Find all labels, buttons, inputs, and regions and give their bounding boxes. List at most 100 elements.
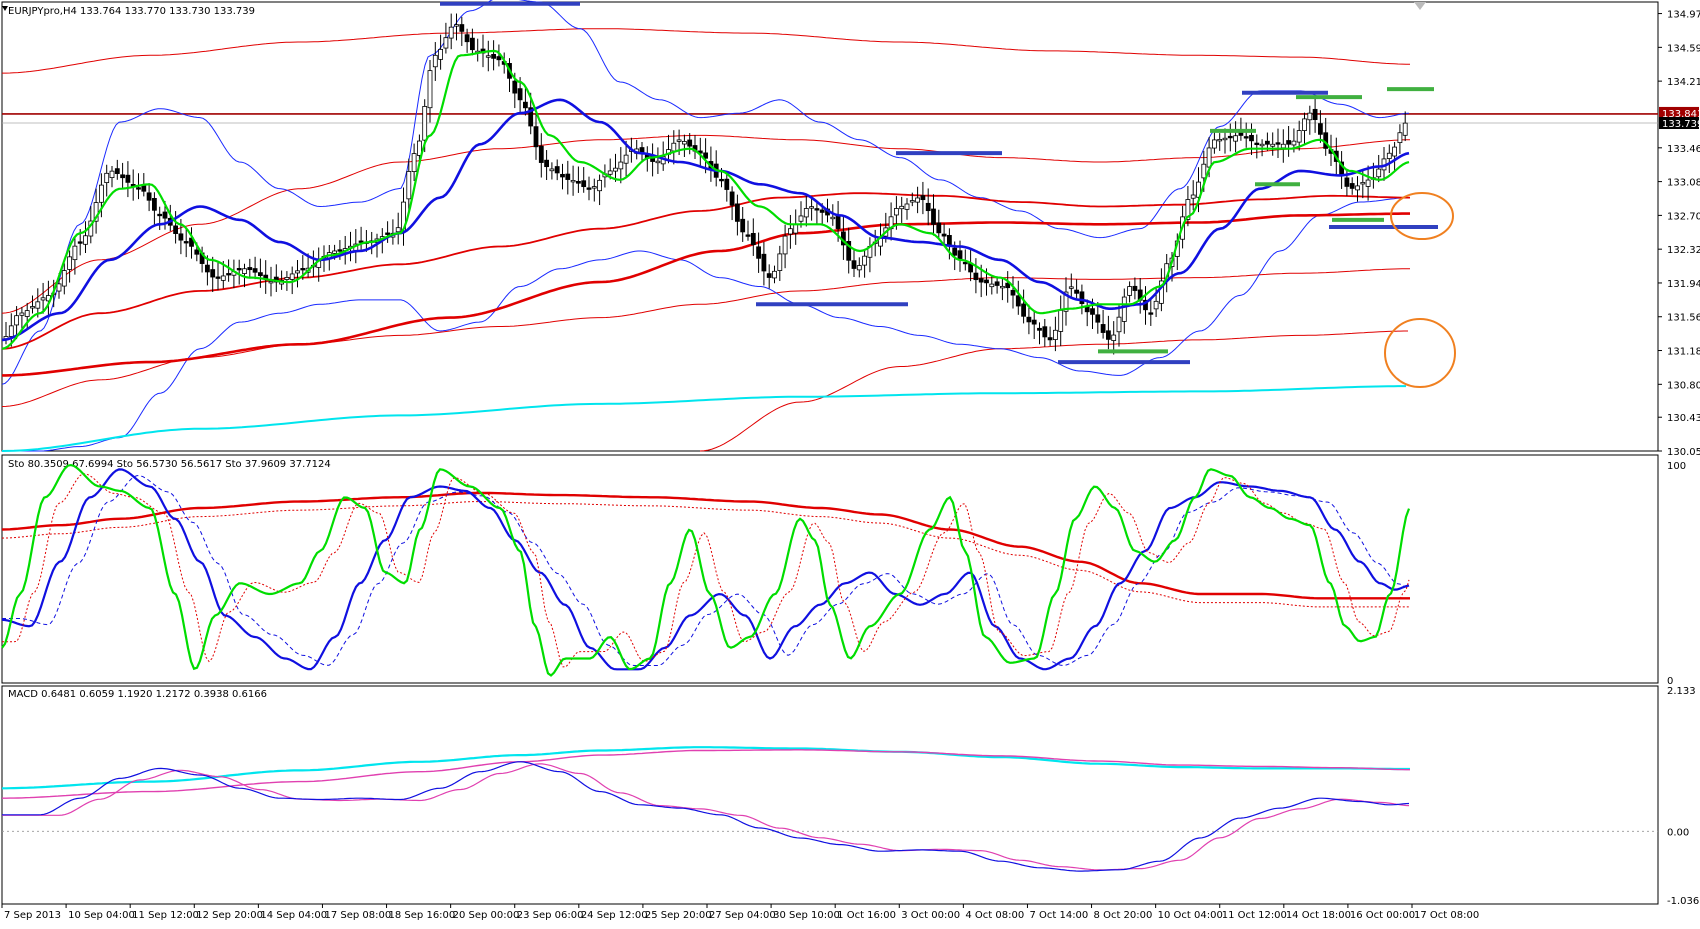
candle-body (517, 88, 523, 101)
candle-body (1079, 291, 1085, 305)
bid-price-box (1659, 117, 1699, 130)
candle-body (1280, 143, 1286, 149)
candle-body (1095, 314, 1101, 323)
candle-body (835, 215, 841, 229)
green-ma-line (1, 49, 1410, 350)
candle-body (925, 202, 931, 212)
candle-body (1259, 143, 1265, 147)
time-tick-label: 1 Oct 16:00 (837, 910, 896, 921)
macd-panel[interactable] (1, 685, 1659, 905)
candle-body (740, 218, 746, 233)
candle-body (915, 197, 920, 203)
price-tick-label: 131.940 (1667, 279, 1700, 290)
candle-body (788, 228, 793, 235)
candle-body (30, 306, 35, 309)
candle-body (136, 187, 141, 190)
candle-body (703, 152, 708, 159)
candle-body (1397, 132, 1403, 144)
candle-body (671, 142, 677, 152)
candle-body (570, 179, 576, 183)
candle-body (909, 200, 915, 203)
chart-shift-marker-icon[interactable] (1414, 2, 1426, 10)
candle-body (904, 203, 910, 210)
candle-body (1355, 185, 1360, 191)
envelope-upper (1, 134, 1410, 314)
candle-body (1201, 163, 1207, 179)
macd-main-line (2, 761, 1410, 872)
macd-tick-label: 2.133 (1667, 686, 1696, 697)
candle-body (1021, 303, 1026, 317)
candle-body (1037, 327, 1042, 331)
candle-body (1111, 334, 1117, 341)
stochastic-mid-line (1, 468, 1410, 671)
candle-body (1026, 316, 1032, 323)
candle-body (416, 140, 422, 156)
candle-body (512, 80, 518, 94)
candle-body (798, 215, 804, 222)
candle-body (157, 213, 163, 217)
candle-body (1185, 199, 1191, 220)
candle-body (438, 48, 444, 60)
candle-body (1243, 136, 1249, 139)
candle-body (236, 268, 242, 271)
candle-body (183, 241, 189, 244)
candle-body (120, 174, 125, 179)
envelope-lower (1, 268, 1410, 407)
candle-body (899, 205, 905, 210)
candle-body (114, 168, 120, 174)
candle-body (1190, 194, 1196, 199)
candle-body (682, 141, 687, 145)
candle-body (814, 208, 820, 211)
candle-body (856, 265, 862, 271)
stochastic-slow-line (1, 491, 1410, 600)
stochastic-panel[interactable] (1, 454, 1659, 684)
candle-body (35, 301, 41, 309)
time-tick-label: 18 Sep 16:00 (389, 910, 456, 921)
price-tick-label: 132.700 (1667, 211, 1700, 222)
candle-body (1196, 181, 1201, 198)
candle-body (1015, 295, 1021, 307)
time-tick-label: 14 Sep 04:00 (260, 910, 327, 921)
candle-body (1318, 123, 1323, 135)
candle-body (952, 247, 958, 256)
candle-body (204, 264, 210, 273)
time-tick-label: 17 Oct 08:00 (1414, 910, 1479, 921)
candle-body (1010, 289, 1016, 296)
candle-body (554, 166, 560, 174)
candle-body (247, 267, 253, 271)
time-tick-label: 3 Oct 00:00 (901, 910, 960, 921)
outer-envelope-upper (2, 28, 1410, 74)
candle-body (1063, 291, 1069, 312)
candle-body (1159, 280, 1164, 304)
candle-body (77, 241, 83, 244)
candle-body (947, 235, 952, 246)
candle-body (1127, 286, 1132, 296)
candle-body (395, 227, 401, 233)
time-tick-label: 25 Sep 20:00 (645, 910, 712, 921)
price-tick-label: 131.560 (1667, 313, 1700, 324)
candle-body (745, 234, 751, 237)
candle-body (1392, 146, 1397, 157)
candle-body (1349, 183, 1355, 189)
time-tick-label: 27 Sep 04:00 (709, 910, 776, 921)
candle-body (125, 174, 131, 183)
candle-body (719, 178, 724, 182)
bollinger-lower (2, 197, 1410, 452)
candle-body (146, 192, 152, 201)
candle-body (735, 203, 740, 222)
candle-body (1143, 299, 1148, 311)
candle-body (443, 37, 449, 49)
long-ma-line (1, 385, 1406, 452)
candle-body (162, 211, 168, 219)
candle-body (1238, 132, 1244, 136)
bid-price-label: 133.739 (1662, 119, 1700, 130)
candle-body (639, 147, 645, 153)
candle-body (1291, 140, 1297, 146)
candle-body (24, 310, 30, 317)
time-tick-label: 7 Sep 2013 (4, 910, 61, 921)
price-tick-label: 131.180 (1667, 347, 1700, 358)
candle-body (1296, 130, 1302, 143)
candle-body (618, 161, 624, 170)
